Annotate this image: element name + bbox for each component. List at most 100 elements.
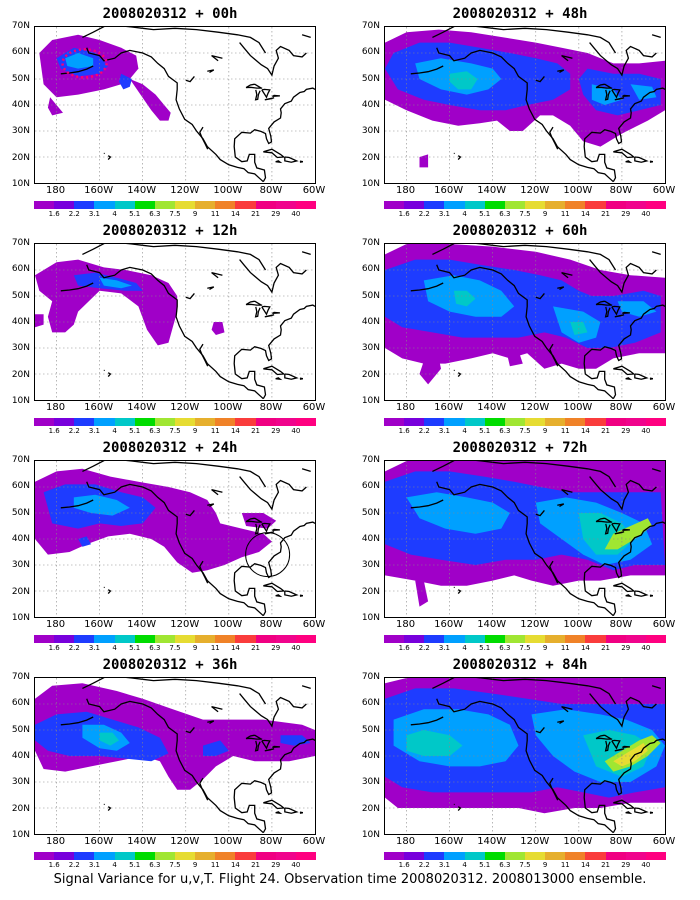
- colorbar-label: 1.6: [398, 210, 410, 218]
- latitude-label: 40N: [361, 317, 380, 327]
- colorbar-label: 7.5: [169, 427, 181, 435]
- colorbar-label: 40: [291, 861, 301, 869]
- latitude-label: 50N: [11, 724, 30, 735]
- colorbar-label: 7.5: [169, 644, 181, 652]
- colorbar-label: 11: [210, 427, 220, 435]
- latitude-label: 40N: [361, 534, 380, 544]
- colorbar-swatch: [605, 635, 626, 643]
- colorbar-swatch: [215, 201, 236, 209]
- colorbar-label: 9: [192, 427, 198, 435]
- colorbar-swatch: [384, 635, 405, 643]
- latitude-label: 20N: [361, 369, 380, 380]
- map-plot: [35, 244, 315, 400]
- colorbar-label: 3.1: [88, 210, 100, 218]
- longitude-label: 180: [395, 836, 416, 847]
- longitude-label: 160W: [84, 185, 114, 196]
- colorbar-swatch: [605, 201, 626, 209]
- longitude-label: 100W: [213, 836, 243, 847]
- colorbar-label: 14: [580, 644, 590, 652]
- colorbar-swatch: [74, 852, 95, 860]
- colorbar-label: 9: [542, 644, 548, 652]
- colorbar-label: 5.1: [479, 427, 491, 435]
- longitude-label: 140W: [477, 185, 507, 196]
- colorbar-swatch: [424, 635, 445, 643]
- colorbar-label: 21: [601, 861, 611, 869]
- colorbar-swatch: [484, 852, 505, 860]
- colorbar: [34, 418, 316, 426]
- latitude-label: 60N: [11, 264, 30, 275]
- colorbar-swatch: [295, 418, 316, 426]
- colorbar-swatch: [54, 635, 75, 643]
- latitude-label: 10N: [361, 396, 380, 406]
- variance-contour: [419, 348, 441, 385]
- variance-contour: [65, 53, 94, 69]
- latitude-label: 20N: [11, 152, 30, 163]
- colorbar-label: 6.3: [499, 210, 511, 218]
- colorbar-swatch: [645, 635, 666, 643]
- colorbar-label: 29: [621, 644, 631, 652]
- variance-contour: [129, 79, 171, 121]
- latitude-label: 60N: [11, 481, 30, 492]
- colorbar-swatch: [605, 418, 626, 426]
- colorbar-label: 7.5: [169, 861, 181, 869]
- colorbar-swatch: [74, 635, 95, 643]
- latitude-label: 50N: [361, 290, 380, 301]
- colorbar-swatch: [54, 201, 75, 209]
- colorbar-swatch: [625, 852, 646, 860]
- longitude-label: 60W: [302, 619, 326, 630]
- longitude-label: 120W: [520, 402, 550, 413]
- colorbar-label: 11: [560, 861, 570, 869]
- longitude-label: 80W: [609, 619, 633, 630]
- colorbar-swatch: [444, 418, 465, 426]
- colorbar-swatch: [295, 635, 316, 643]
- colorbar-label: 21: [601, 644, 611, 652]
- colorbar-swatch: [195, 852, 216, 860]
- latitude-label: 20N: [361, 586, 380, 597]
- latitude-label: 20N: [361, 803, 380, 814]
- map-plot: [385, 27, 665, 183]
- colorbar: [384, 852, 666, 860]
- colorbar-label: 1.6: [48, 861, 60, 869]
- colorbar-swatch: [34, 418, 55, 426]
- latitude-label: 10N: [361, 179, 380, 189]
- colorbar-swatch: [545, 635, 566, 643]
- colorbar-label: 5.1: [479, 210, 491, 218]
- colorbar-label: 40: [641, 644, 651, 652]
- variance-contour: [203, 740, 229, 756]
- colorbar-label: 21: [251, 427, 261, 435]
- colorbar-label: 9: [542, 210, 548, 218]
- colorbar-swatch: [34, 635, 55, 643]
- longitude-label: 120W: [520, 836, 550, 847]
- colorbar-swatch: [54, 418, 75, 426]
- colorbar-swatch: [444, 635, 465, 643]
- longitude-label: 60W: [302, 185, 326, 196]
- longitude-label: 180: [45, 185, 66, 196]
- latitude-label: 50N: [361, 73, 380, 84]
- colorbar-swatch: [404, 852, 425, 860]
- longitude-label: 120W: [170, 402, 200, 413]
- colorbar-label: 4: [112, 861, 117, 869]
- longitude-label: 100W: [563, 619, 593, 630]
- colorbar-swatch: [444, 852, 465, 860]
- panel-title: 2008020312 + 00h: [102, 6, 238, 22]
- latitude-label: 30N: [361, 126, 380, 137]
- variance-contour: [613, 743, 648, 767]
- colorbar-label: 9: [192, 861, 198, 869]
- latitude-label: 50N: [11, 73, 30, 84]
- colorbar-swatch: [384, 201, 405, 209]
- longitude-label: 100W: [213, 402, 243, 413]
- colorbar-label: 3.1: [88, 644, 100, 652]
- colorbar-swatch: [585, 852, 606, 860]
- colorbar-swatch: [154, 418, 175, 426]
- panel-title: 2008020312 + 48h: [452, 6, 588, 22]
- latitude-label: 10N: [11, 396, 30, 406]
- colorbar-swatch: [275, 201, 296, 209]
- latitude-label: 60N: [11, 698, 30, 709]
- latitude-label: 60N: [361, 47, 380, 58]
- longitude-label: 160W: [84, 836, 114, 847]
- colorbar-label: 3.1: [88, 427, 100, 435]
- panel-title: 2008020312 + 36h: [102, 657, 238, 673]
- longitude-label: 140W: [477, 836, 507, 847]
- latitude-label: 10N: [361, 613, 380, 623]
- longitude-label: 180: [45, 619, 66, 630]
